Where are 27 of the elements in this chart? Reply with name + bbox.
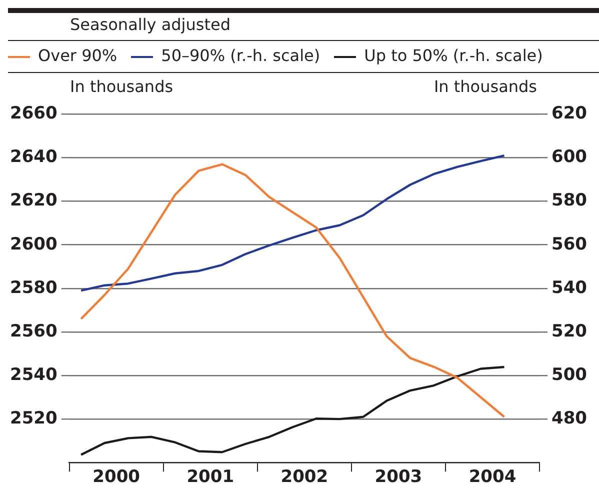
x-tick-label: 2001 — [186, 467, 234, 488]
y-axis-title: In thousands — [70, 77, 174, 96]
y-tick-label: 2600 — [10, 234, 58, 254]
y-tick-label: 2540 — [10, 364, 58, 385]
y2-tick-label: 540 — [552, 278, 588, 298]
y2-tick-label: 500 — [552, 364, 588, 385]
y2-tick-label: 520 — [552, 321, 588, 342]
y2-tick-label: 600 — [552, 147, 588, 168]
y2-tick-label: 480 — [552, 408, 588, 428]
y-tick-label: 2520 — [10, 408, 58, 428]
y-tick-label: 2560 — [10, 321, 58, 342]
y2-tick-label: 620 — [552, 104, 588, 124]
y2-tick-label: 580 — [552, 190, 588, 211]
x-tick-label: 2002 — [280, 467, 328, 488]
x-tick-label: 2004 — [468, 467, 516, 488]
legend-label: Up to 50% (r.-h. scale) — [363, 46, 543, 65]
x-tick-label: 2003 — [374, 467, 422, 488]
y-tick-label: 2640 — [10, 147, 58, 168]
y-tick-label: 2620 — [10, 190, 58, 211]
y2-tick-label: 560 — [552, 234, 588, 254]
x-tick-label: 2000 — [92, 467, 140, 488]
chart-subtitle: Seasonally adjusted — [70, 15, 230, 34]
legend-label: Over 90% — [37, 46, 118, 65]
legend-label: 50–90% (r.-h. scale) — [160, 46, 320, 65]
y-tick-label: 2580 — [10, 278, 58, 298]
y2-axis-title: In thousands — [434, 77, 537, 96]
y-tick-label: 2660 — [10, 104, 58, 124]
